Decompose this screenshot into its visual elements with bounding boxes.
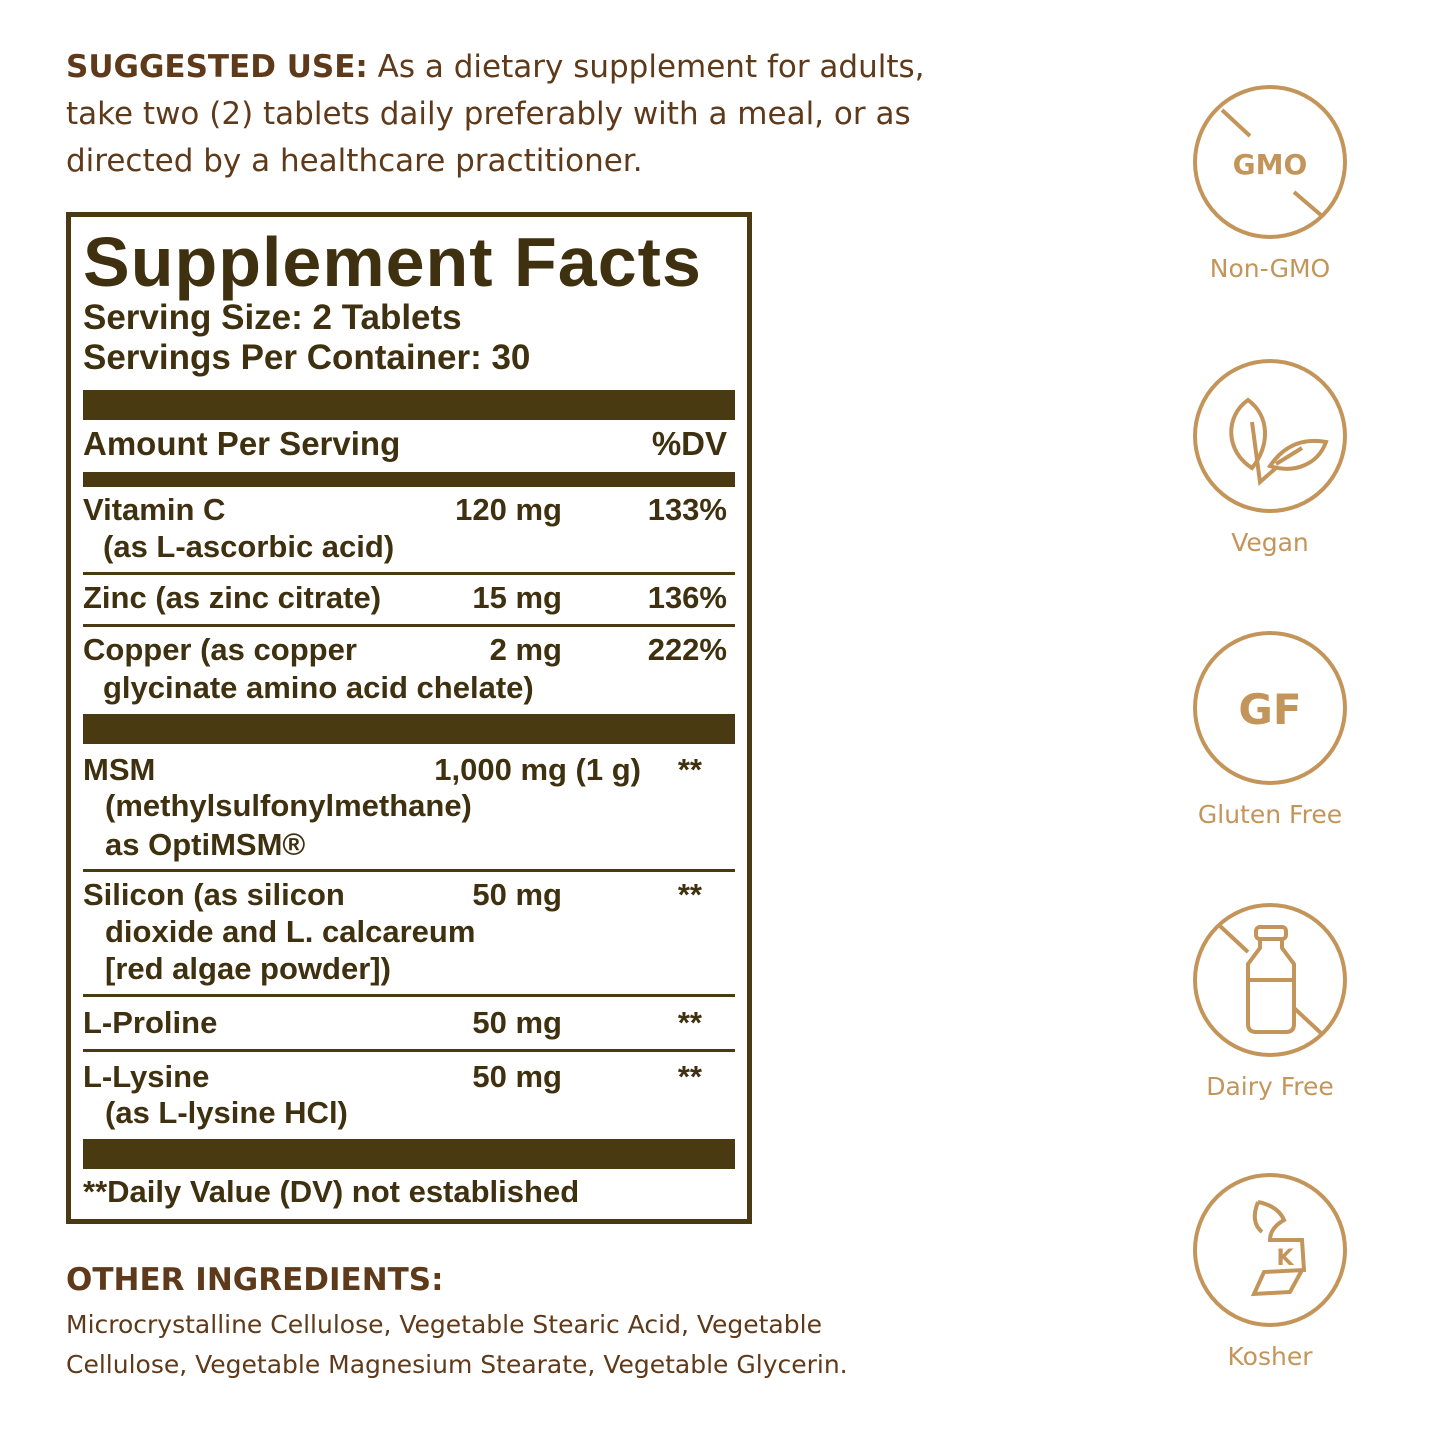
nutrient-amount: 1,000 mg (1 g) [434, 752, 641, 787]
other-ingredients-text: Microcrystalline Cellulose, Vegetable St… [66, 1305, 848, 1385]
kosher-icon: K [1193, 1173, 1347, 1327]
nutrient-detail: [red algae powder]) [105, 951, 391, 986]
nutrient-dv: 133% [647, 492, 727, 527]
k-text: K [1276, 1246, 1294, 1271]
thick-divider [83, 1139, 735, 1169]
footnote: **Daily Value (DV) not established [83, 1174, 580, 1209]
nutrient-detail: dioxide and L. calcareum [105, 914, 476, 949]
badge-label: Dairy Free [1206, 1072, 1334, 1101]
badge-gluten-free: GF Gluten Free [1170, 628, 1370, 829]
other-ingredients-line: Microcrystalline Cellulose, Vegetable St… [66, 1310, 822, 1339]
nutrient-name: L-Lysine [83, 1059, 210, 1094]
leaf-icon [1193, 359, 1347, 513]
badge-dairy-free: Dairy Free [1170, 900, 1370, 1101]
thin-divider [83, 624, 735, 627]
gf-text: GF [1238, 685, 1301, 734]
suggested-use: SUGGESTED USE: As a dietary supplement f… [66, 44, 1066, 185]
gluten-free-icon: GF [1193, 631, 1347, 785]
nutrient-dv: ** [677, 877, 702, 912]
nutrient-name: L-Proline [83, 1005, 218, 1040]
nutrient-amount: 15 mg [472, 580, 562, 615]
badge-kosher: K Kosher [1170, 1170, 1370, 1371]
nutrient-amount: 50 mg [472, 1059, 562, 1094]
nutrient-name: Vitamin C [83, 492, 226, 527]
medium-divider [83, 472, 735, 487]
gmo-text: GMO [1233, 148, 1308, 181]
nutrient-detail: as OptiMSM® [105, 827, 306, 862]
nutrient-name: Zinc (as zinc citrate) [83, 580, 382, 615]
supplement-facts-panel [66, 212, 752, 1224]
servings-per-container: Servings Per Container: 30 [83, 338, 531, 377]
nutrient-dv: ** [677, 1005, 702, 1040]
suggested-use-line: directed by a healthcare practitioner. [66, 143, 643, 179]
header-amount: Amount Per Serving [83, 425, 401, 462]
serving-size: Serving Size: 2 Tablets [83, 298, 462, 337]
badge-label: Non-GMO [1209, 254, 1331, 283]
thick-divider [83, 390, 735, 420]
badge-label: Vegan [1231, 528, 1309, 557]
thin-divider [83, 994, 735, 997]
other-ingredients-heading: OTHER INGREDIENTS: [66, 1262, 444, 1298]
nutrient-amount: 2 mg [489, 632, 562, 667]
badge-non-gmo: GMO Non-GMO [1170, 82, 1370, 283]
suggested-use-heading: SUGGESTED USE: [66, 49, 368, 85]
nutrient-detail: (as L-ascorbic acid) [103, 529, 395, 564]
suggested-use-line: As a dietary supplement for adults, [377, 49, 925, 85]
nutrient-amount: 50 mg [472, 1005, 562, 1040]
nutrient-detail: (as L-lysine HCl) [105, 1095, 348, 1130]
nutrient-name: MSM [83, 752, 156, 787]
nutrient-amount: 120 mg [455, 492, 562, 527]
thin-divider [83, 1049, 735, 1052]
header-dv: %DV [651, 425, 727, 462]
badge-label: Kosher [1227, 1342, 1313, 1371]
nutrient-name: Silicon (as silicon [83, 877, 345, 912]
no-gmo-icon: GMO [1193, 85, 1347, 239]
nutrient-amount: 50 mg [472, 877, 562, 912]
no-milk-bottle-icon [1193, 903, 1347, 1057]
thin-divider [83, 869, 735, 872]
badge-vegan: Vegan [1170, 356, 1370, 557]
thick-divider [83, 714, 735, 744]
badge-label: Gluten Free [1197, 800, 1343, 829]
nutrient-dv: ** [677, 752, 702, 787]
thin-divider [83, 572, 735, 575]
other-ingredients-line: Cellulose, Vegetable Magnesium Stearate,… [66, 1350, 848, 1379]
nutrient-name: Copper (as copper [83, 632, 357, 667]
nutrient-dv: ** [677, 1059, 702, 1094]
nutrient-detail: glycinate amino acid chelate) [103, 670, 534, 705]
nutrient-detail: (methylsulfonylmethane) [105, 788, 472, 823]
nutrient-dv: 222% [647, 632, 727, 667]
facts-title: Supplement Facts [83, 223, 702, 301]
suggested-use-line: take two (2) tablets daily preferably wi… [66, 96, 911, 132]
nutrient-dv: 136% [647, 580, 727, 615]
